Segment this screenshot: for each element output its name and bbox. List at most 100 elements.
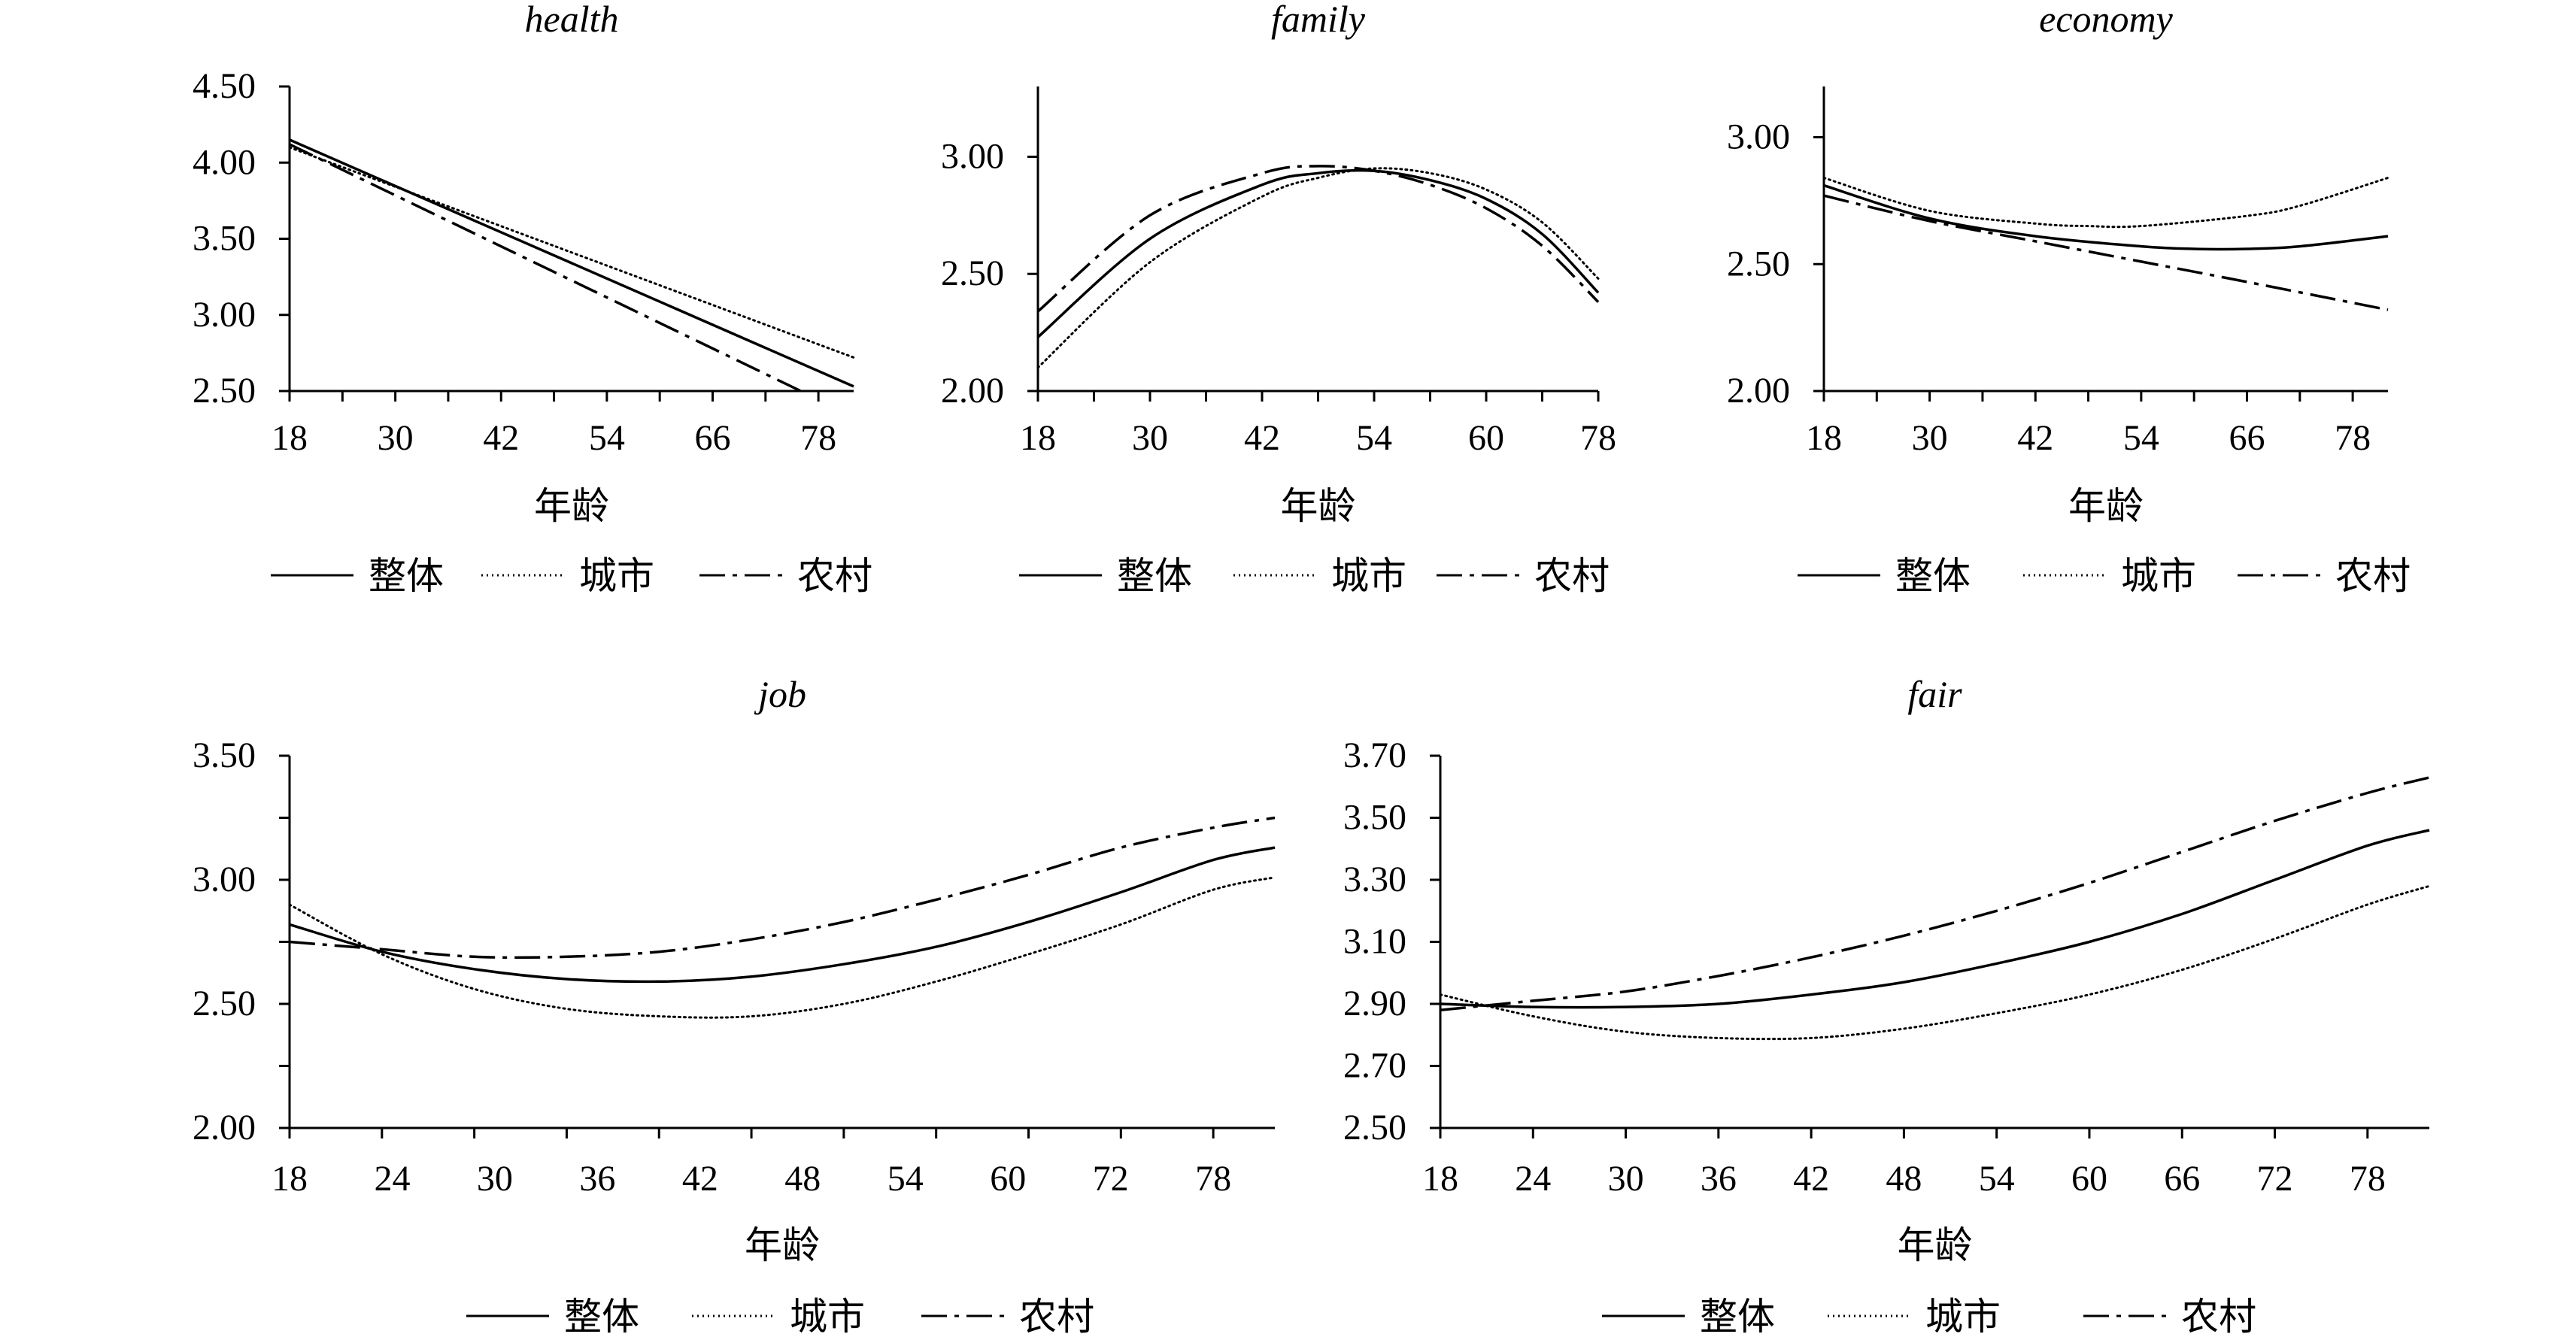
x-tick-label: 30 [1912,418,1948,458]
legend-label: 农村 [1019,1295,1094,1334]
legend-label: 整体 [1895,554,1971,598]
x-tick-label: 42 [1793,1159,1829,1199]
y-tick-label: 3.10 [1343,922,1406,962]
legend-label: 城市 [1925,1295,2001,1334]
x-tick-label: 42 [1244,418,1280,458]
x-axis-label: 年龄 [1281,484,1356,528]
y-tick-label: 3.50 [193,735,256,775]
series-line-dotted [1439,884,2431,1041]
legend-label: 整体 [369,554,444,598]
y-tick-label: 3.00 [941,136,1004,176]
x-axis-label: 年龄 [1898,1223,1973,1267]
x-tick-label: 24 [374,1159,410,1199]
x-tick-label: 42 [682,1159,718,1199]
legend-label: 整体 [564,1295,639,1334]
x-tick-label: 78 [2350,1159,2386,1199]
x-axis-label: 年龄 [2068,484,2144,528]
y-tick-label: 4.50 [193,66,256,106]
x-tick-label: 78 [1195,1159,1231,1199]
series-line-dotted [1822,177,2389,229]
legend-label: 农村 [797,554,872,598]
x-tick-label: 78 [800,418,836,458]
chart-title: fair [1907,673,1962,715]
chart-title: job [754,673,806,715]
chart-title: health [525,0,619,40]
x-tick-label: 66 [2164,1159,2200,1199]
series-line-solid [1440,829,2430,1009]
x-tick-label: 78 [1580,418,1616,458]
legend: 整体 城市 农村 [1019,554,1610,598]
chart-title: family [1271,0,1366,40]
x-tick-label: 60 [2071,1159,2107,1199]
series-line-dotted [288,876,1276,1019]
legend-label: 农村 [1534,554,1610,598]
y-tick-label: 4.00 [193,142,256,182]
x-tick-label: 54 [1979,1159,2015,1199]
y-tick-label: 2.50 [941,253,1004,293]
x-tick-label: 36 [1701,1159,1737,1199]
x-tick-label: 18 [1806,418,1842,458]
legend-label: 整体 [1117,554,1192,598]
x-tick-label: 48 [1886,1159,1922,1199]
y-tick-label: 3.00 [193,860,256,899]
y-tick-label: 3.30 [1343,860,1406,899]
series-line-solid [1036,168,1600,338]
x-tick-label: 30 [477,1159,513,1199]
x-tick-label: 30 [378,418,414,458]
series-line-solid [289,138,854,388]
x-tick-label: 54 [1356,418,1392,458]
y-tick-label: 3.70 [1343,735,1406,775]
y-tick-label: 2.00 [193,1108,256,1148]
legend: 整体 城市 农村 [1602,1295,2256,1334]
x-tick-label: 18 [272,1159,308,1199]
legend-label: 整体 [1700,1295,1775,1334]
legend-label: 城市 [1331,554,1406,598]
chart-fair: fair 2.50 2.70 2.90 3.10 3.30 3.50 3.70 18 24 30 36… [1343,673,2431,1334]
x-tick-label: 78 [2335,418,2371,458]
x-tick-label: 42 [2017,418,2053,458]
x-tick-label: 30 [1132,418,1168,458]
chart-title: economy [2039,0,2173,40]
chart-health: health 2.50 3.00 3.50 4.00 4.50 18 30 42 54 66 78 年龄… [193,0,872,598]
x-tick-label: 72 [2257,1159,2293,1199]
y-tick-label: 2.50 [193,984,256,1023]
x-axis-label: 年龄 [745,1223,820,1267]
legend-label: 城市 [790,1295,865,1334]
series-line-dashdot [1036,165,1600,313]
series-line-dotted [288,146,855,359]
legend-label: 农村 [2335,554,2411,598]
x-axis-label: 年龄 [534,484,609,528]
series-line-solid [1823,183,2389,251]
x-tick-label: 66 [2229,418,2265,458]
series-line-dashdot [289,816,1276,960]
x-tick-label: 48 [784,1159,821,1199]
series-line-solid [289,846,1276,984]
x-tick-label: 54 [2123,418,2159,458]
x-tick-label: 60 [1468,418,1504,458]
y-tick-label: 3.50 [1343,798,1406,838]
x-tick-label: 18 [1422,1159,1458,1199]
series-line-dashdot [1823,194,2389,311]
x-tick-label: 54 [887,1159,924,1199]
y-tick-label: 2.50 [193,371,256,411]
y-tick-label: 2.00 [1727,371,1790,411]
legend: 整体 城市 农村 [1798,554,2411,598]
x-tick-label: 66 [695,418,731,458]
legend: 整体 城市 农村 [271,554,872,598]
y-tick-label: 3.50 [193,219,256,259]
x-tick-label: 24 [1515,1159,1551,1199]
legend: 整体 城市 农村 [466,1295,1094,1334]
x-tick-label: 42 [483,418,519,458]
x-tick-label: 18 [1020,418,1056,458]
y-tick-label: 3.00 [193,295,256,335]
x-tick-label: 54 [589,418,625,458]
series-line-dashdot [1440,776,2430,1012]
legend-label: 城市 [579,554,654,598]
y-tick-label: 2.00 [941,371,1004,411]
series-line-dashdot [289,143,802,393]
y-tick-label: 2.70 [1343,1046,1406,1086]
y-tick-label: 2.90 [1343,984,1406,1023]
